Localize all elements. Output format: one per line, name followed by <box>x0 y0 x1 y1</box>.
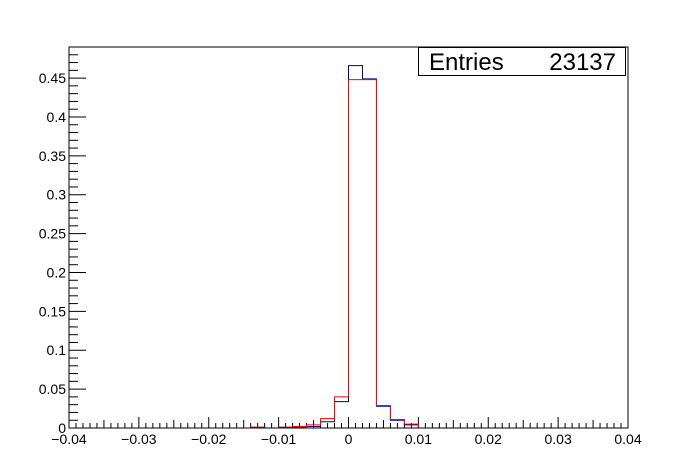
x-tick-label: 0.03 <box>545 431 572 447</box>
stats-entries-value: 23137 <box>549 49 616 76</box>
y-tick-label: 0.25 <box>39 226 66 242</box>
x-tick-label: −0.01 <box>261 431 297 447</box>
x-tick-label: −0.04 <box>51 431 87 447</box>
y-tick-label: 0.45 <box>39 70 66 86</box>
x-tick-label: 0.04 <box>614 431 641 447</box>
x-axis-ticks <box>68 417 629 428</box>
y-tick-label: 0.15 <box>39 303 66 319</box>
histogram-series <box>69 65 628 429</box>
y-tick-label: 0.1 <box>47 342 67 358</box>
y-axis-tick-labels: 0 0.05 0.1 0.15 0.2 0.25 0.3 0.35 0.4 0.45 <box>39 70 66 436</box>
x-tick-label: −0.02 <box>191 431 227 447</box>
y-tick-label: 0.2 <box>47 264 67 280</box>
plot-frame <box>68 46 629 429</box>
x-tick-label: −0.03 <box>121 431 157 447</box>
y-tick-label: 0 <box>58 420 66 436</box>
x-tick-label: 0 <box>345 431 353 447</box>
stats-entries-label: Entries <box>429 49 504 76</box>
x-axis-tick-labels: −0.04 −0.03 −0.02 −0.01 0 0.01 0.02 0.03 0.04 <box>51 431 642 447</box>
y-tick-label: 0.4 <box>47 109 67 125</box>
y-axis-ticks <box>69 46 86 429</box>
y-tick-label: 0.35 <box>39 148 66 164</box>
x-tick-label: 0.02 <box>475 431 502 447</box>
stats-box: Entries 23137 <box>418 47 626 76</box>
histogram-series-2 <box>69 79 628 429</box>
y-tick-label: 0.05 <box>39 381 66 397</box>
y-tick-label: 0.3 <box>47 187 67 203</box>
x-tick-label: 0.01 <box>405 431 432 447</box>
